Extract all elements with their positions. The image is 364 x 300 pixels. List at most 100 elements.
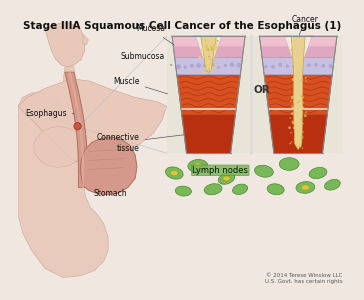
Ellipse shape [301,185,309,190]
Text: Esophagus: Esophagus [25,109,74,118]
Circle shape [291,107,294,110]
Circle shape [207,68,209,70]
Circle shape [298,63,300,65]
Ellipse shape [325,179,340,190]
Ellipse shape [279,158,299,170]
Circle shape [205,40,206,41]
Circle shape [289,117,291,119]
Polygon shape [80,137,137,195]
Circle shape [216,68,217,69]
Circle shape [184,66,186,68]
Ellipse shape [218,172,235,184]
Ellipse shape [34,127,83,167]
Circle shape [208,56,210,58]
Polygon shape [269,115,327,153]
Circle shape [205,71,206,73]
Circle shape [216,46,218,49]
Circle shape [177,65,181,69]
Circle shape [206,39,208,41]
Circle shape [301,95,303,98]
Circle shape [301,136,304,139]
Circle shape [206,43,207,45]
Circle shape [308,64,310,67]
Text: Mucosa: Mucosa [136,24,174,45]
Circle shape [305,77,306,79]
Polygon shape [172,36,245,47]
Circle shape [213,49,214,50]
Polygon shape [260,36,337,153]
Circle shape [213,46,217,49]
Polygon shape [194,36,223,72]
Circle shape [216,57,218,58]
Circle shape [293,78,294,79]
Circle shape [209,59,212,62]
Circle shape [294,138,296,140]
Polygon shape [65,72,87,188]
Circle shape [211,44,214,47]
Circle shape [315,63,317,66]
Polygon shape [260,36,337,57]
Circle shape [298,99,300,100]
Polygon shape [284,36,312,59]
Circle shape [291,120,294,123]
Circle shape [205,39,207,41]
Circle shape [211,50,213,52]
Circle shape [301,106,304,109]
Circle shape [202,53,203,54]
Text: Cancer: Cancer [292,14,319,35]
Circle shape [224,64,227,67]
Circle shape [272,65,274,68]
Circle shape [295,65,297,68]
Circle shape [289,143,291,144]
Polygon shape [18,93,108,278]
Polygon shape [172,36,245,57]
Polygon shape [63,67,76,81]
Circle shape [299,145,302,147]
Circle shape [210,69,212,71]
Circle shape [207,68,210,71]
Circle shape [214,47,217,50]
Circle shape [301,99,302,101]
Circle shape [204,52,207,54]
Circle shape [214,56,215,57]
Circle shape [214,50,215,51]
Circle shape [202,48,204,50]
Circle shape [215,43,217,45]
Circle shape [199,56,201,57]
Circle shape [74,123,81,130]
Circle shape [305,80,307,82]
Circle shape [301,79,303,82]
Circle shape [207,48,210,51]
Circle shape [305,111,307,113]
Polygon shape [264,75,332,115]
Circle shape [286,65,289,68]
Text: Stage IIIA Squamous Cell Cancer of the Esophagus (1): Stage IIIA Squamous Cell Cancer of the E… [23,21,341,31]
Ellipse shape [188,160,207,172]
Circle shape [292,78,294,81]
Circle shape [204,68,206,70]
Text: Lymph nodes: Lymph nodes [192,166,248,175]
Circle shape [301,65,303,67]
Circle shape [322,64,325,67]
Circle shape [201,48,203,51]
Ellipse shape [309,167,327,178]
Circle shape [303,102,304,104]
Polygon shape [260,36,337,47]
Circle shape [301,68,302,70]
Polygon shape [83,34,88,45]
Circle shape [291,105,293,107]
Circle shape [291,141,292,142]
Circle shape [294,75,295,76]
Circle shape [298,138,299,139]
Circle shape [302,131,304,133]
Circle shape [214,71,215,72]
Polygon shape [195,36,222,59]
Ellipse shape [171,170,178,176]
Ellipse shape [166,167,183,179]
Circle shape [329,64,332,68]
Ellipse shape [233,184,248,194]
Circle shape [212,45,215,48]
Text: Stomach: Stomach [93,189,127,198]
Polygon shape [262,57,334,75]
Polygon shape [181,108,236,110]
